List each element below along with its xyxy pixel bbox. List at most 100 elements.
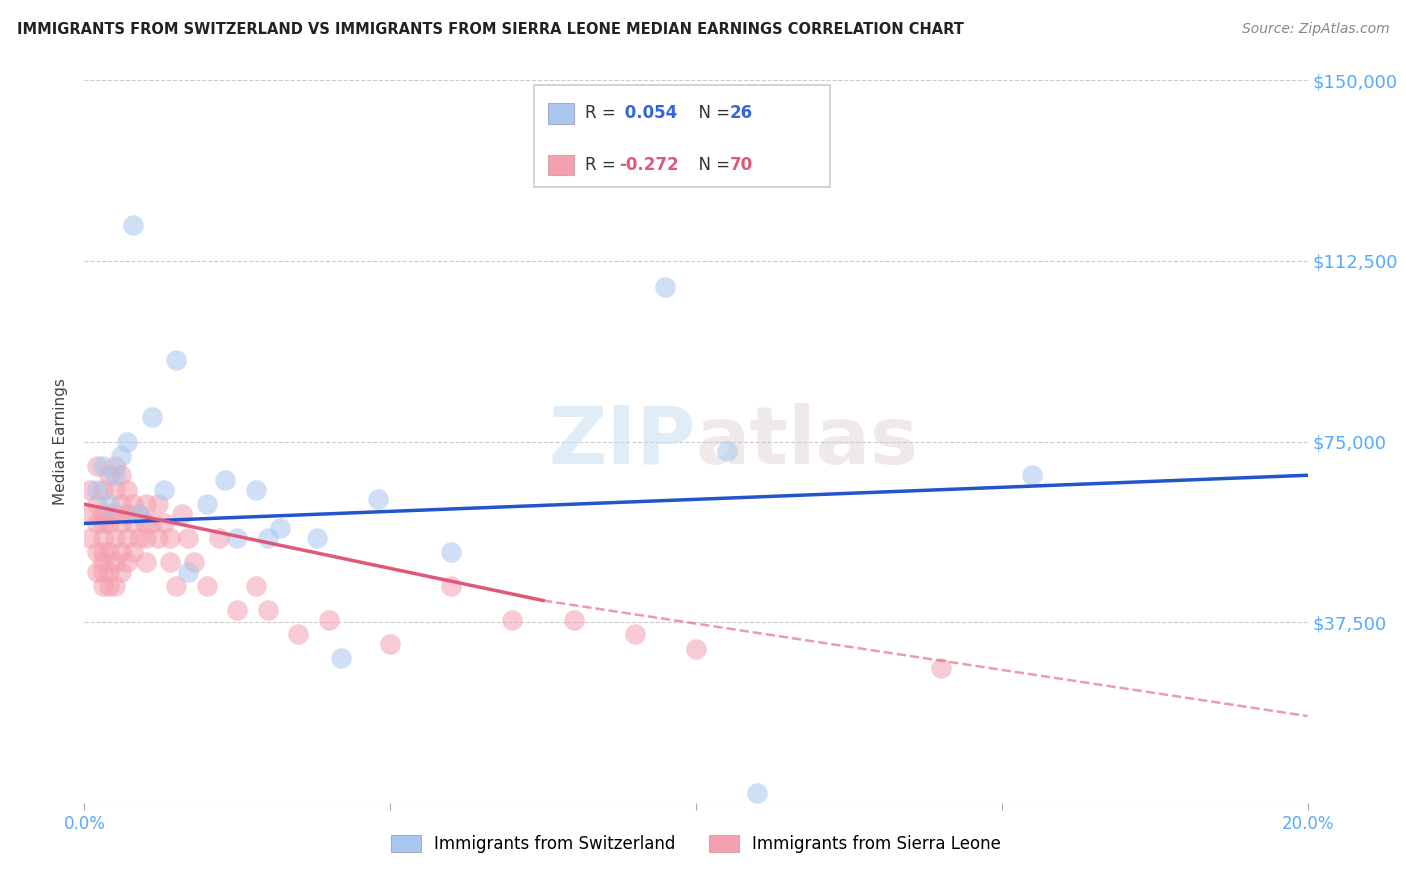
Point: [91, 507, 114, 521]
Point: [91, 531, 114, 545]
Text: 26: 26: [730, 104, 752, 122]
Point: [208, 531, 231, 545]
Point: [380, 637, 402, 651]
Point: [135, 531, 157, 545]
Point: [97, 565, 120, 579]
Text: IMMIGRANTS FROM SWITZERLAND VS IMMIGRANTS FROM SIERRA LEONE MEDIAN EARNINGS CORR: IMMIGRANTS FROM SWITZERLAND VS IMMIGRANT…: [17, 22, 963, 37]
Point: [165, 352, 187, 367]
Text: 70: 70: [730, 156, 752, 174]
Point: [86, 497, 108, 511]
Point: [747, 786, 769, 800]
Point: [110, 565, 132, 579]
Point: [146, 531, 169, 545]
Point: [159, 531, 181, 545]
Point: [110, 516, 132, 531]
Point: [97, 516, 120, 531]
Y-axis label: Median Earnings: Median Earnings: [53, 378, 69, 505]
Point: [245, 483, 267, 497]
Point: [110, 449, 132, 463]
Point: [115, 507, 138, 521]
Point: [287, 627, 309, 641]
Text: R =: R =: [585, 156, 621, 174]
Point: [79, 507, 101, 521]
Point: [226, 531, 249, 545]
Point: [86, 565, 108, 579]
Point: [91, 565, 114, 579]
Point: [128, 507, 150, 521]
Point: [110, 468, 132, 483]
Point: [86, 458, 108, 473]
Point: [195, 579, 218, 593]
Point: [110, 545, 132, 559]
Point: [305, 531, 328, 545]
Point: [367, 492, 389, 507]
Point: [685, 641, 707, 656]
Point: [104, 507, 127, 521]
Point: [257, 603, 280, 617]
Point: [654, 280, 676, 294]
Point: [91, 458, 114, 473]
Point: [86, 545, 108, 559]
Point: [183, 555, 205, 569]
Point: [159, 555, 181, 569]
Point: [128, 531, 150, 545]
Point: [104, 468, 127, 483]
Text: atlas: atlas: [696, 402, 920, 481]
Point: [562, 613, 585, 627]
Point: [135, 555, 157, 569]
Point: [122, 218, 145, 232]
Point: [440, 545, 463, 559]
Point: [929, 661, 952, 675]
Point: [97, 507, 120, 521]
Point: [135, 497, 157, 511]
Point: [245, 579, 267, 593]
Point: [122, 497, 145, 511]
Point: [177, 565, 200, 579]
Point: [318, 613, 340, 627]
Point: [79, 531, 101, 545]
Point: [104, 458, 127, 473]
Point: [115, 531, 138, 545]
Point: [172, 507, 194, 521]
Point: [97, 579, 120, 593]
Point: [91, 483, 114, 497]
Point: [104, 483, 127, 497]
Text: N =: N =: [688, 104, 735, 122]
Text: -0.272: -0.272: [619, 156, 678, 174]
Point: [214, 473, 236, 487]
Point: [146, 497, 169, 511]
Point: [97, 468, 120, 483]
Point: [165, 579, 187, 593]
Point: [1021, 468, 1043, 483]
Point: [97, 545, 120, 559]
Point: [440, 579, 463, 593]
Point: [330, 651, 353, 665]
Point: [104, 579, 127, 593]
Point: [122, 545, 145, 559]
Point: [226, 603, 249, 617]
Point: [115, 555, 138, 569]
Point: [177, 531, 200, 545]
Point: [79, 483, 101, 497]
Point: [716, 444, 738, 458]
Point: [97, 497, 120, 511]
Point: [502, 613, 524, 627]
Point: [86, 516, 108, 531]
Point: [91, 545, 114, 559]
Point: [135, 516, 157, 531]
Point: [122, 516, 145, 531]
Point: [91, 516, 114, 531]
Point: [115, 434, 138, 449]
Point: [257, 531, 280, 545]
Point: [153, 516, 176, 531]
Text: 0.054: 0.054: [619, 104, 676, 122]
Point: [624, 627, 647, 641]
Point: [195, 497, 218, 511]
Text: ZIP: ZIP: [548, 402, 696, 481]
Point: [153, 483, 176, 497]
Point: [269, 521, 291, 535]
Legend: Immigrants from Switzerland, Immigrants from Sierra Leone: Immigrants from Switzerland, Immigrants …: [384, 828, 1008, 860]
Point: [128, 507, 150, 521]
Text: Source: ZipAtlas.com: Source: ZipAtlas.com: [1241, 22, 1389, 37]
Point: [110, 497, 132, 511]
